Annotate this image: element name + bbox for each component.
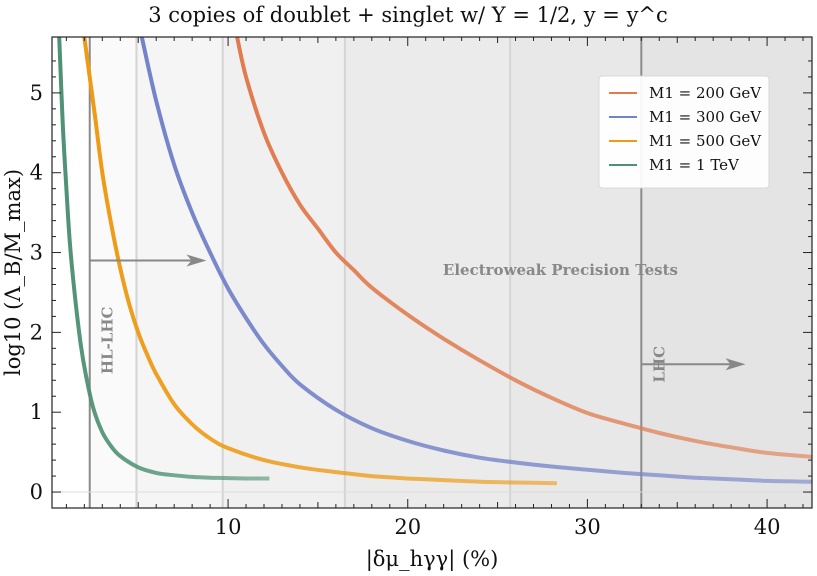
axis-ticks: 10 20 30 40 0 1 2 3 4 5 bbox=[30, 37, 812, 539]
series-line bbox=[82, 37, 557, 486]
y-axis-label: log10 (Λ_B/M_max) bbox=[1, 169, 25, 376]
x-tick-label: 10 bbox=[215, 515, 242, 539]
legend-entry: M1 = 1 TeV bbox=[649, 156, 740, 174]
series-line bbox=[57, 37, 270, 481]
limit-label: HL-LHC bbox=[99, 306, 117, 374]
y-tick-label: 2 bbox=[30, 320, 43, 344]
arrow-head bbox=[725, 358, 746, 371]
y-tick-label: 5 bbox=[30, 81, 43, 105]
legend-box bbox=[598, 75, 770, 189]
legend-entry: M1 = 200 GeV bbox=[649, 84, 762, 102]
series-line bbox=[235, 37, 812, 459]
arrow-head bbox=[186, 254, 207, 267]
chart-title: 3 copies of doublet + singlet w/ Y = 1/2… bbox=[148, 3, 668, 27]
y-tick-label: 4 bbox=[30, 161, 43, 185]
shaded-band bbox=[89, 37, 137, 508]
legend: M1 = 200 GeV M1 = 300 GeV M1 = 500 GeV M1 =… bbox=[598, 75, 770, 189]
legend-entry: M1 = 300 GeV bbox=[649, 108, 762, 126]
region-label: Electroweak Precision Tests bbox=[443, 261, 678, 279]
x-axis-label: |δμ_hγγ| (%) bbox=[366, 547, 499, 572]
plot-frame bbox=[51, 36, 813, 509]
shaded-band bbox=[136, 37, 223, 508]
x-tick-label: 40 bbox=[754, 515, 781, 539]
series-line bbox=[139, 37, 812, 484]
y-tick-label: 0 bbox=[30, 480, 43, 504]
annotations: HL-LHC LHC Electroweak Precision Tests bbox=[89, 254, 746, 383]
y-tick-label: 3 bbox=[30, 241, 43, 265]
shaded-band bbox=[222, 37, 345, 508]
x-tick-label: 20 bbox=[394, 515, 421, 539]
limit-label: LHC bbox=[650, 346, 668, 383]
legend-entry: M1 = 500 GeV bbox=[649, 132, 762, 150]
shaded-regions bbox=[89, 37, 812, 508]
y-tick-label: 1 bbox=[30, 400, 43, 424]
series-curves bbox=[57, 37, 812, 486]
x-tick-label: 30 bbox=[574, 515, 601, 539]
